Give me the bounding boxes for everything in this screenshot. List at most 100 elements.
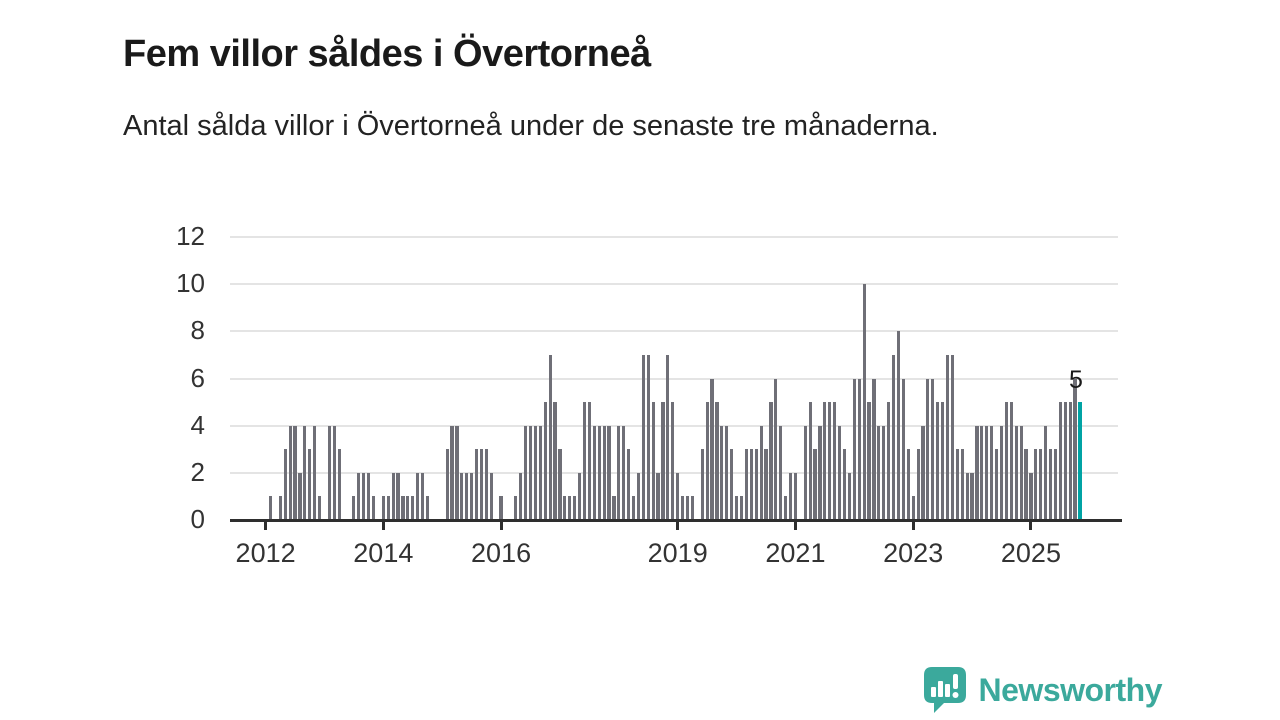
bar <box>622 425 626 520</box>
bar <box>455 425 459 520</box>
bar <box>1004 402 1008 520</box>
bar <box>676 472 680 520</box>
bar <box>685 496 690 520</box>
bar <box>960 449 964 520</box>
bar <box>945 354 950 520</box>
bar <box>293 425 297 520</box>
x-axis-tick <box>793 522 797 530</box>
chart-subtitle: Antal sålda villor i Övertorneå under de… <box>123 110 939 142</box>
bar <box>867 402 871 520</box>
bar <box>612 496 616 520</box>
bar <box>558 449 562 520</box>
bar <box>288 425 292 520</box>
bar <box>332 425 336 520</box>
bar <box>602 425 606 520</box>
bar <box>700 449 704 520</box>
bar <box>941 402 945 520</box>
highlighted-bar <box>1078 402 1082 520</box>
bar <box>636 472 641 520</box>
bar <box>901 378 905 520</box>
bar <box>730 449 734 520</box>
bar <box>592 425 596 520</box>
newsworthy-logo: Newsworthy <box>923 665 1163 715</box>
bar <box>705 402 709 520</box>
bar <box>754 449 758 520</box>
x-axis-tick-label: 2021 <box>765 538 826 568</box>
bar <box>896 331 901 520</box>
bar <box>499 496 503 520</box>
bar <box>367 472 371 520</box>
bar <box>303 425 307 520</box>
gridline-y10 <box>230 283 1118 286</box>
bar <box>460 472 464 520</box>
bar <box>1048 449 1053 520</box>
bar <box>587 402 591 520</box>
bar <box>396 472 400 520</box>
bar <box>371 496 376 520</box>
bar <box>877 425 881 520</box>
bar <box>666 354 670 520</box>
bar <box>548 354 552 520</box>
bar <box>577 472 582 520</box>
bar <box>425 496 430 520</box>
x-axis-line <box>230 519 1122 522</box>
bar <box>268 496 273 520</box>
bar <box>543 402 547 520</box>
bar <box>1034 449 1038 520</box>
bar <box>1029 472 1033 520</box>
bar <box>911 496 915 520</box>
bar <box>313 425 317 520</box>
bar <box>970 472 974 520</box>
bar <box>906 449 910 520</box>
x-axis-tick <box>381 522 385 530</box>
bar <box>411 496 415 520</box>
bar <box>1014 425 1018 520</box>
bar <box>470 472 474 520</box>
x-axis-tick-label: 2012 <box>235 538 296 568</box>
bar <box>955 449 959 520</box>
bar <box>1063 402 1067 520</box>
bar <box>808 402 812 520</box>
x-axis-tick <box>499 522 503 530</box>
bar <box>759 425 763 520</box>
bar <box>1058 402 1062 520</box>
bar <box>818 425 822 520</box>
bar <box>450 425 454 520</box>
bar <box>474 449 479 520</box>
bar <box>568 496 572 520</box>
bar <box>563 496 567 520</box>
bar <box>401 496 405 520</box>
last-value-label: 5 <box>1069 366 1083 395</box>
bar <box>627 449 631 520</box>
bar <box>862 284 866 520</box>
y-axis-tick-label: 2 <box>190 456 205 487</box>
bar <box>784 496 788 520</box>
bar <box>936 402 940 520</box>
y-axis-tick-label: 4 <box>190 409 205 440</box>
bar <box>631 496 636 520</box>
bar <box>641 354 645 520</box>
bar <box>926 378 930 520</box>
bar <box>916 449 920 520</box>
bar <box>891 354 896 520</box>
bar <box>406 496 410 520</box>
bar <box>779 425 783 520</box>
bar <box>774 378 778 520</box>
logo-text: Newsworthy <box>978 671 1163 708</box>
bar <box>381 496 385 520</box>
bar <box>528 425 533 520</box>
bar <box>386 496 390 520</box>
bar-chart-speech-bubble-icon <box>923 666 967 714</box>
bar <box>1009 402 1013 520</box>
x-axis-tick <box>264 522 268 530</box>
page-title: Fem villor såldes i Övertorneå <box>123 33 651 76</box>
x-axis-tick <box>676 522 680 530</box>
bar <box>994 449 999 520</box>
x-axis-tick-label: 2019 <box>647 538 708 568</box>
gridline-y8 <box>230 330 1118 333</box>
bar <box>764 449 768 520</box>
bar <box>1024 449 1028 520</box>
gridline-y6 <box>230 377 1118 380</box>
bar <box>1019 425 1023 520</box>
bar <box>725 425 729 520</box>
